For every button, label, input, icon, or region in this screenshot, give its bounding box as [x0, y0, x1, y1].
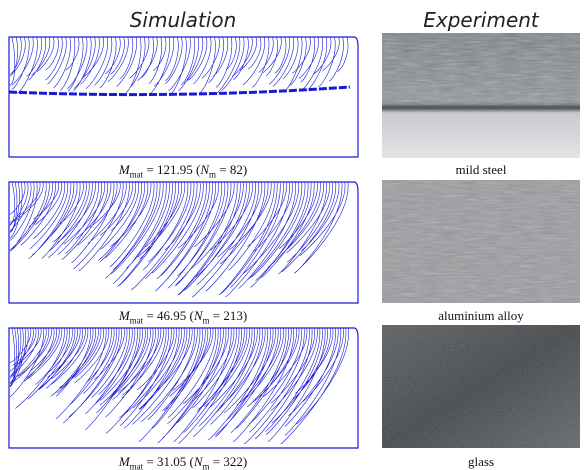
caption-part: = 46.95 ( — [143, 308, 194, 323]
caption-part: N — [200, 162, 209, 177]
figure: Simulation Experiment Mmat = 121.95 (Nm … — [0, 0, 584, 470]
simulation — [9, 37, 358, 157]
caption-part: N — [194, 454, 203, 469]
caption-subscript: mat — [130, 462, 144, 470]
caption: Mmat = 46.95 (Nm = 213) — [8, 308, 358, 326]
caption-part: = 121.95 ( — [143, 162, 200, 177]
caption-subscript: mat — [130, 316, 144, 326]
caption-subscript: m — [209, 170, 216, 180]
caption-part: M — [119, 454, 130, 469]
caption-part: M — [119, 162, 130, 177]
material-label: aluminium alloy — [382, 308, 580, 324]
caption-part: N — [194, 308, 203, 323]
simulation — [9, 328, 358, 448]
caption-part: = 31.05 ( — [143, 454, 194, 469]
caption-subscript: mat — [130, 170, 144, 180]
caption-part: = 322) — [210, 454, 248, 469]
caption: Mmat = 121.95 (Nm = 82) — [8, 162, 358, 180]
caption-part: = 213) — [210, 308, 248, 323]
photo — [382, 33, 580, 448]
panels — [0, 0, 584, 470]
caption-part: M — [119, 308, 130, 323]
caption-subscript: m — [203, 316, 210, 326]
material-label: glass — [382, 454, 580, 470]
simulation — [9, 182, 358, 303]
caption: Mmat = 31.05 (Nm = 322) — [8, 454, 358, 470]
caption-subscript: m — [203, 462, 210, 470]
material-label: mild steel — [382, 162, 580, 178]
caption-part: = 82) — [216, 162, 247, 177]
